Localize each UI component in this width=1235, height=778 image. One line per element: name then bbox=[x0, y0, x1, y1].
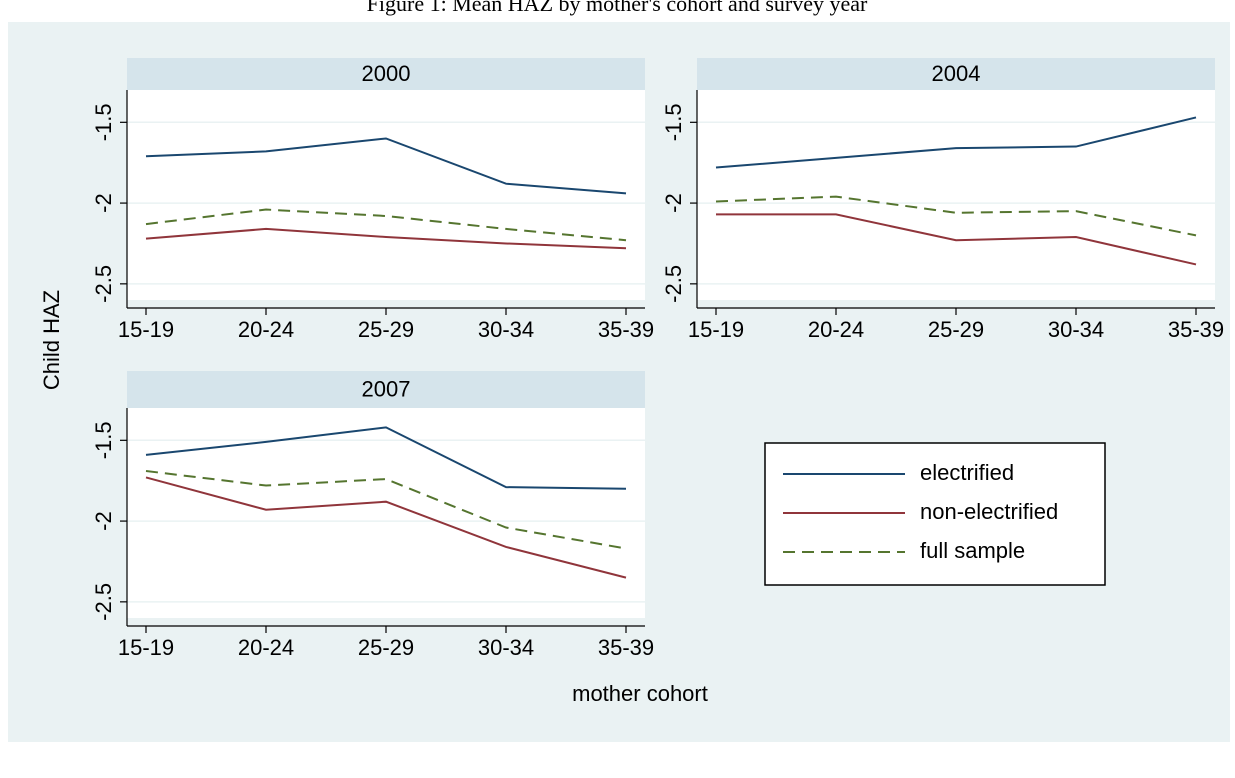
panel-title: 2000 bbox=[362, 61, 411, 86]
x-tick-label: 25-29 bbox=[358, 317, 414, 342]
x-tick-label: 30-34 bbox=[1048, 317, 1104, 342]
x-tick-label: 30-34 bbox=[478, 317, 534, 342]
y-tick-label: -1.5 bbox=[661, 103, 686, 141]
panel-header bbox=[697, 58, 1215, 90]
series-line bbox=[145, 476, 627, 579]
panel-title: 2007 bbox=[362, 376, 411, 401]
y-tick-label: -2.5 bbox=[91, 265, 116, 303]
series-line bbox=[145, 137, 627, 195]
series-line bbox=[145, 208, 627, 242]
figure-title: Figure 1: Mean HAZ by mother's cohort an… bbox=[367, 0, 868, 16]
series-line bbox=[145, 470, 627, 550]
series-line bbox=[145, 227, 627, 250]
x-tick-label: 30-34 bbox=[478, 635, 534, 660]
x-tick-label: 15-19 bbox=[118, 317, 174, 342]
y-tick-label: -2.5 bbox=[91, 583, 116, 621]
panel-header bbox=[127, 58, 645, 90]
x-tick-label: 15-19 bbox=[688, 317, 744, 342]
x-tick-label: 20-24 bbox=[238, 317, 294, 342]
x-tick-label: 35-39 bbox=[598, 635, 654, 660]
plot-area bbox=[697, 90, 1215, 300]
y-tick-label: -1.5 bbox=[91, 103, 116, 141]
x-tick-label: 25-29 bbox=[928, 317, 984, 342]
plot-area bbox=[127, 90, 645, 300]
y-tick-label: -2 bbox=[91, 193, 116, 213]
legend-label: electrified bbox=[920, 460, 1014, 485]
x-tick-label: 20-24 bbox=[238, 635, 294, 660]
y-axis-title: Child HAZ bbox=[39, 290, 64, 390]
series-line bbox=[145, 426, 627, 490]
x-tick-label: 35-39 bbox=[1168, 317, 1224, 342]
plot-area bbox=[127, 408, 645, 618]
x-tick-label: 25-29 bbox=[358, 635, 414, 660]
y-tick-label: -2 bbox=[661, 193, 686, 213]
x-axis-title: mother cohort bbox=[572, 681, 708, 706]
legend-label: non-electrified bbox=[920, 499, 1058, 524]
y-tick-label: -2 bbox=[91, 511, 116, 531]
x-tick-label: 20-24 bbox=[808, 317, 864, 342]
y-tick-label: -2.5 bbox=[661, 265, 686, 303]
series-line bbox=[716, 213, 1197, 266]
panel-header bbox=[127, 371, 645, 408]
x-tick-label: 35-39 bbox=[598, 317, 654, 342]
legend-label: full sample bbox=[920, 538, 1025, 563]
x-tick-label: 15-19 bbox=[118, 635, 174, 660]
y-tick-label: -1.5 bbox=[91, 421, 116, 459]
series-line bbox=[715, 195, 1197, 237]
series-line bbox=[715, 116, 1197, 169]
panel-title: 2004 bbox=[932, 61, 981, 86]
